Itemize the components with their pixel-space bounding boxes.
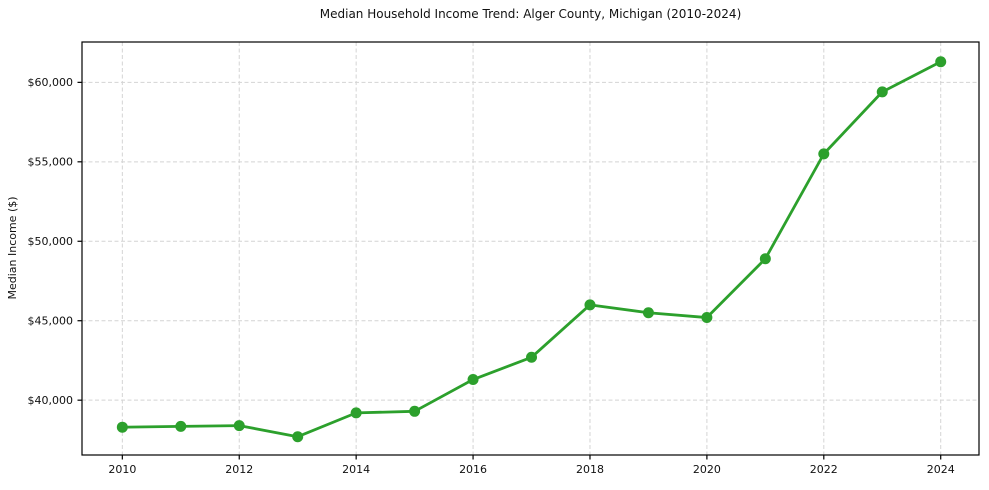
- x-tick-label: 2012: [225, 463, 253, 476]
- x-tick-label: 2018: [576, 463, 604, 476]
- y-axis-label: Median Income ($): [6, 196, 19, 300]
- y-tick-label: $50,000: [28, 235, 74, 248]
- x-tick-label: 2024: [927, 463, 955, 476]
- data-point-marker: [818, 148, 830, 160]
- y-tick-label: $40,000: [28, 394, 74, 407]
- data-point-marker: [233, 420, 245, 432]
- data-point-marker: [876, 86, 888, 98]
- y-tick-label: $60,000: [28, 76, 74, 89]
- data-point-marker: [409, 405, 421, 417]
- data-point-marker: [759, 253, 771, 265]
- y-tick-label: $45,000: [28, 315, 74, 328]
- data-point-marker: [467, 374, 479, 386]
- data-point-marker: [642, 307, 654, 319]
- data-point-marker: [526, 351, 538, 363]
- data-point-marker: [584, 299, 596, 311]
- chart-title: Median Household Income Trend: Alger Cou…: [319, 7, 742, 21]
- x-tick-label: 2022: [810, 463, 838, 476]
- income-trend-line: [120, 60, 943, 439]
- data-point-marker: [935, 56, 947, 68]
- data-point-marker: [292, 431, 304, 443]
- data-point-marker: [175, 420, 187, 432]
- data-point-marker: [701, 312, 713, 324]
- data-point-marker: [350, 407, 362, 419]
- x-tick-label: 2016: [459, 463, 487, 476]
- data-point-marker: [116, 421, 128, 433]
- plot-frame: [81, 41, 980, 456]
- x-tick-label: 2010: [108, 463, 136, 476]
- y-tick-label: $55,000: [28, 156, 74, 169]
- x-tick-label: 2014: [342, 463, 370, 476]
- x-tick-label: 2020: [693, 463, 721, 476]
